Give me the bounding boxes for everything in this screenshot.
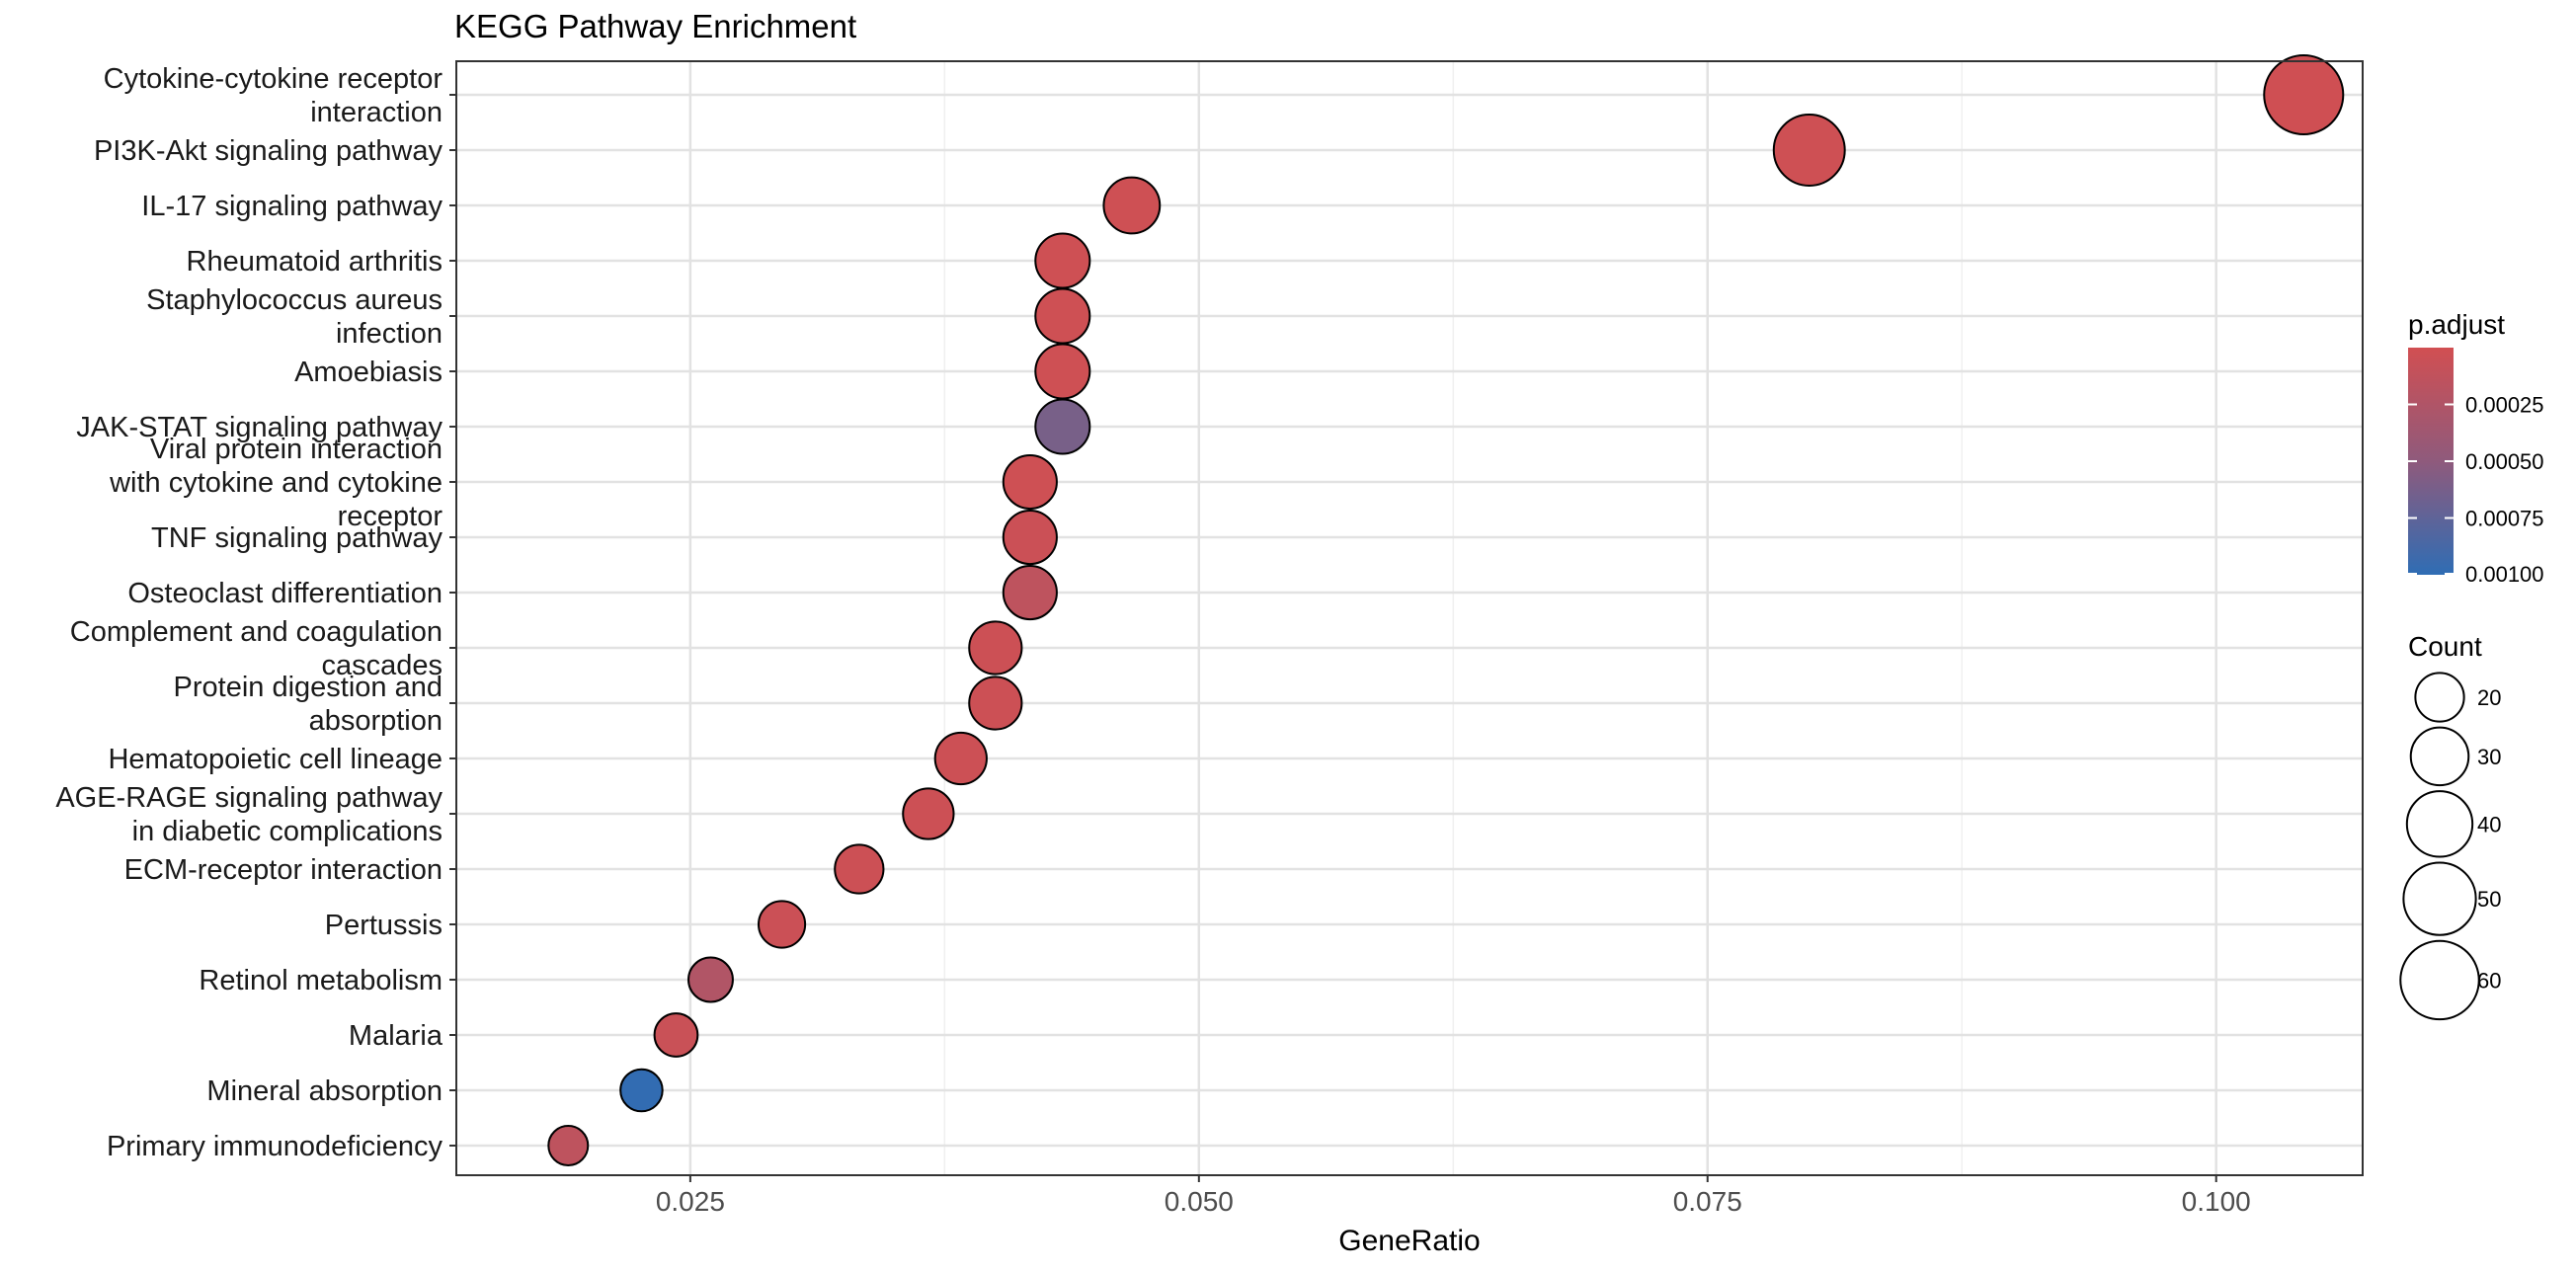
- data-point: [1002, 564, 1058, 621]
- y-tick-label: TNF signaling pathway: [151, 522, 443, 554]
- data-point: [933, 731, 988, 786]
- size-legend-label: 20: [2477, 685, 2501, 710]
- y-tick-label: JAK-STAT signaling pathway: [76, 412, 443, 443]
- size-legend-label: 50: [2477, 887, 2501, 912]
- size-legend: Count 20 30 40 50 60: [2399, 631, 2501, 1021]
- data-point: [968, 620, 1023, 676]
- data-point: [1002, 509, 1058, 566]
- colorbar-ticks: 0.00025 0.00050 0.00075 0.00100: [2408, 393, 2544, 587]
- size-legend-label: 30: [2477, 745, 2501, 769]
- colorbar-tick-label: 0.00100: [2465, 562, 2544, 587]
- size-legend-circle: [2414, 672, 2465, 723]
- x-tick-label: 0.050: [1165, 1186, 1234, 1217]
- data-point: [1034, 343, 1091, 400]
- x-axis: 0.025 0.050 0.075 0.100: [656, 1175, 2251, 1217]
- x-tick-label: 0.075: [1673, 1186, 1742, 1217]
- y-tick-label: Mineral absorption: [206, 1075, 443, 1107]
- colorbar-tick-label: 0.00025: [2465, 393, 2544, 418]
- y-tick-label: Primary immunodeficiency: [107, 1131, 443, 1162]
- size-legend-circle: [2402, 861, 2477, 936]
- y-axis: Cytokine-cytokine receptor interaction PI3…: [55, 63, 456, 1162]
- x-axis-title: GeneRatio: [1338, 1225, 1480, 1257]
- size-legend-label: 60: [2477, 968, 2501, 993]
- y-tick-label: Viral protein interaction with cytokine a…: [109, 434, 443, 532]
- y-tick-label: IL-17 signaling pathway: [141, 191, 443, 222]
- y-tick-label: Amoebiasis: [294, 357, 443, 388]
- colorbar-tick-label: 0.00075: [2465, 507, 2544, 531]
- y-tick-label: Cytokine-cytokine receptor interaction: [104, 63, 443, 128]
- y-tick-label: Rheumatoid arthritis: [187, 246, 443, 278]
- y-tick-label: Pertussis: [325, 910, 443, 941]
- y-tick-label: Hematopoietic cell lineage: [108, 744, 443, 775]
- x-tick-label: 0.100: [2182, 1186, 2251, 1217]
- data-point: [1772, 114, 1846, 187]
- data-point: [1034, 398, 1091, 455]
- y-tick-label: PI3K-Akt signaling pathway: [94, 135, 443, 167]
- grid-layer: [456, 61, 2363, 1175]
- y-tick-label: ECM-receptor interaction: [124, 854, 443, 886]
- y-tick-label: Malaria: [349, 1020, 443, 1052]
- data-point: [968, 676, 1023, 731]
- size-legend-items: 20 30 40 50 60: [2399, 672, 2501, 1021]
- data-point: [1002, 453, 1058, 511]
- size-legend-circle: [2405, 790, 2474, 858]
- y-tick-label: Protein digestion and absorption: [174, 672, 443, 737]
- data-point: [1034, 287, 1091, 345]
- color-legend: p.adjust 0.00025 0.00050 0.00075 0.00100: [2408, 309, 2544, 587]
- data-point: [619, 1068, 664, 1113]
- x-tick-label: 0.025: [656, 1186, 725, 1217]
- y-tick-label: Staphylococcus aureus infection: [146, 284, 443, 350]
- y-tick-label: Osteoclast differentiation: [127, 578, 443, 609]
- y-tick-label: Retinol metabolism: [199, 965, 443, 996]
- y-tick-label: AGE-RAGE signaling pathway in diabetic co…: [55, 782, 443, 847]
- color-legend-title: p.adjust: [2408, 309, 2505, 340]
- plot-panel: [455, 60, 2364, 1176]
- data-point: [834, 843, 885, 895]
- colorbar-tick-label: 0.00050: [2465, 449, 2544, 474]
- size-legend-title: Count: [2408, 631, 2482, 662]
- points-layer: [547, 53, 2345, 1166]
- data-point: [547, 1125, 590, 1166]
- data-point: [653, 1012, 699, 1058]
- data-point: [757, 900, 807, 949]
- size-legend-label: 40: [2477, 812, 2501, 836]
- data-point: [1102, 176, 1162, 235]
- data-point: [2263, 53, 2345, 136]
- data-point: [1034, 232, 1091, 289]
- data-point: [902, 787, 955, 840]
- size-legend-circle: [2399, 939, 2480, 1021]
- y-tick-label: Complement and coagulation cascades: [70, 616, 443, 681]
- data-point: [687, 956, 734, 1003]
- size-legend-circle: [2409, 726, 2470, 787]
- chart-title: KEGG Pathway Enrichment: [454, 8, 856, 44]
